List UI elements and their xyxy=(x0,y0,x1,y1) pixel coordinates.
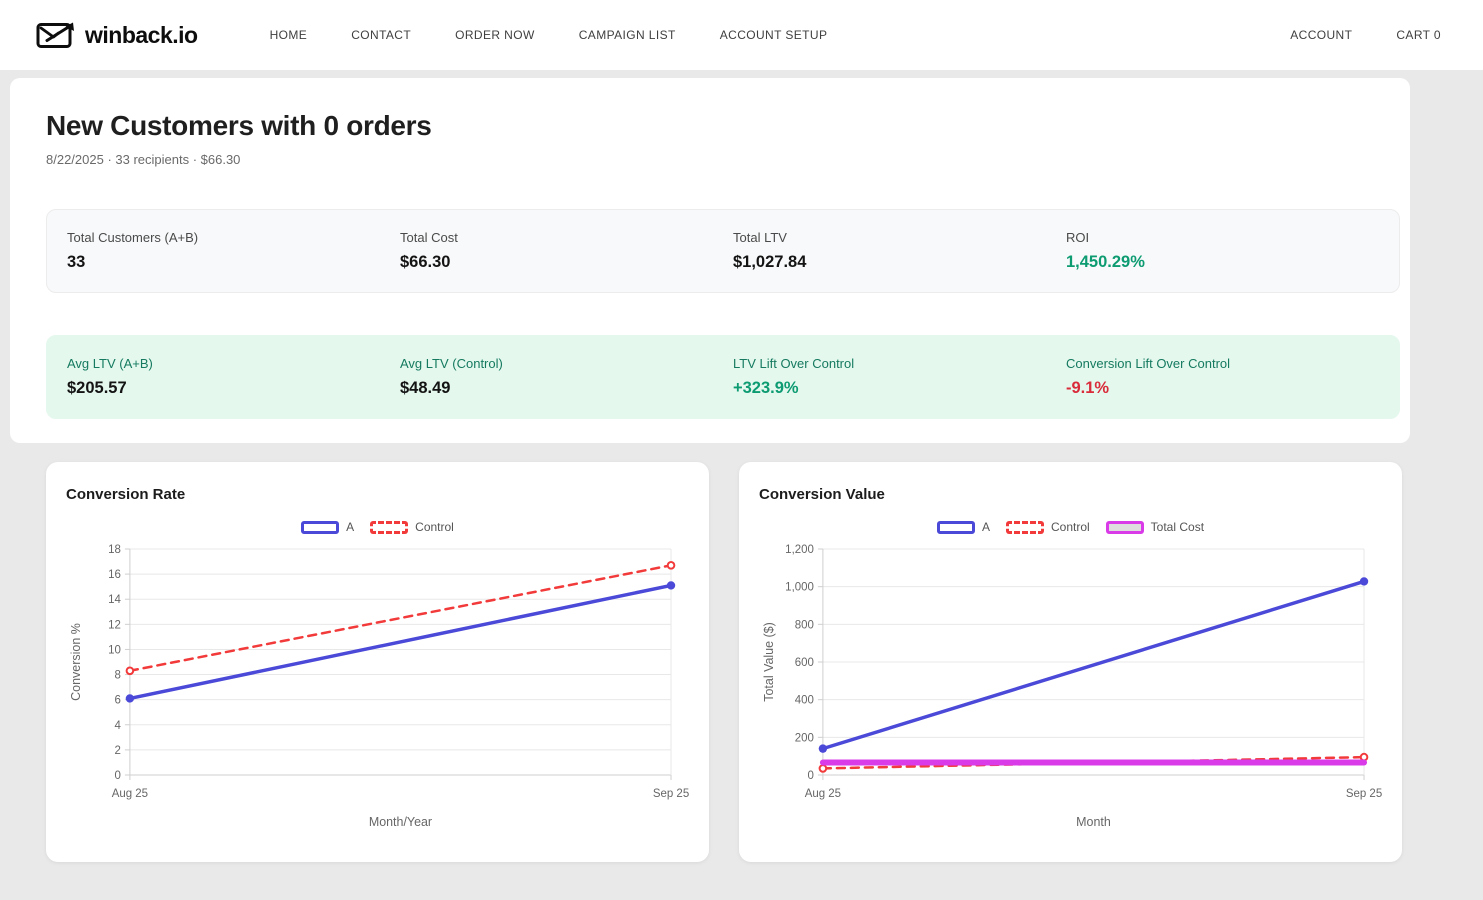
nav-item-home[interactable]: HOME xyxy=(269,28,308,42)
svg-text:0: 0 xyxy=(808,770,814,782)
chart-title: Conversion Rate xyxy=(66,486,186,503)
stat-total-cost: Total Cost $66.30 xyxy=(400,230,733,272)
svg-text:8: 8 xyxy=(115,670,121,682)
legend-label: Control xyxy=(415,520,454,534)
stat-avg-ltv-control: Avg LTV (Control) $48.49 xyxy=(400,356,733,398)
legend-item-a[interactable]: A xyxy=(301,520,354,534)
page-subtitle: 8/22/2025 · 33 recipients · $66.30 xyxy=(46,152,241,167)
stat-label: Avg LTV (A+B) xyxy=(67,356,153,371)
svg-text:18: 18 xyxy=(108,544,121,556)
legend-item-a[interactable]: A xyxy=(936,520,990,534)
brand-logo[interactable]: winback.io xyxy=(36,20,198,50)
stat-label: Total LTV xyxy=(733,230,787,245)
stat-label: Avg LTV (Control) xyxy=(400,356,503,371)
conversion-value-chart-card: Conversion Value A Control Total Cost 0 200… xyxy=(739,462,1402,862)
stat-label: Total Cost xyxy=(400,230,458,245)
main-panel: New Customers with 0 orders 8/22/2025 · … xyxy=(10,78,1410,443)
stat-value: 33 xyxy=(67,253,86,271)
stat-value: -9.1% xyxy=(1066,379,1110,397)
svg-text:400: 400 xyxy=(795,695,814,707)
svg-text:12: 12 xyxy=(108,619,121,631)
page-title: New Customers with 0 orders xyxy=(46,110,432,141)
stat-value: $1,027.84 xyxy=(733,253,807,271)
svg-text:Aug 25: Aug 25 xyxy=(112,788,148,800)
svg-text:Aug 25: Aug 25 xyxy=(805,788,841,800)
svg-text:14: 14 xyxy=(108,594,121,606)
svg-text:Month/Year: Month/Year xyxy=(369,815,432,829)
stat-conversion-lift: Conversion Lift Over Control -9.1% xyxy=(1066,356,1399,398)
svg-text:600: 600 xyxy=(795,657,814,669)
stat-roi: ROI 1,450.29% xyxy=(1066,230,1399,272)
legend-label: A xyxy=(981,520,990,534)
stat-label: LTV Lift Over Control xyxy=(733,356,855,371)
legend-swatch xyxy=(1105,520,1144,534)
conversion-rate-line-chart: 0 2 4 6 8 10 12 14 16 18 Aug 25 Sep 25 Month/Year Con… xyxy=(69,544,689,829)
legend-swatch xyxy=(1005,520,1044,534)
brand-text: winback.io xyxy=(85,21,198,48)
chart-title: Conversion Value xyxy=(759,486,885,503)
svg-text:6: 6 xyxy=(115,695,121,707)
nav-item-contact[interactable]: CONTACT xyxy=(351,28,412,42)
legend-label: A xyxy=(346,520,355,534)
svg-text:2: 2 xyxy=(115,745,121,757)
stat-value: +323.9% xyxy=(733,379,799,397)
stat-ltv-lift: LTV Lift Over Control +323.9% xyxy=(733,356,1066,398)
legend-item-total-cost[interactable]: Total Cost xyxy=(1105,520,1205,534)
svg-text:Sep 25: Sep 25 xyxy=(1346,788,1382,800)
legend-swatch xyxy=(936,520,975,534)
svg-text:4: 4 xyxy=(115,720,122,732)
stat-value: 1,450.29% xyxy=(1066,253,1145,271)
conversion-rate-chart-card: Conversion Rate A Control 0 2 4 6 8 10 12 14 16 18… xyxy=(46,462,709,862)
legend-swatch xyxy=(370,520,409,534)
svg-text:Total Value ($): Total Value ($) xyxy=(762,622,776,702)
legend-label: Control xyxy=(1050,520,1090,534)
stat-value: $48.49 xyxy=(400,379,451,397)
summary-card-totals: Total Customers (A+B) 33 Total Cost $66.… xyxy=(46,209,1400,293)
chart-legend: A Control Total Cost xyxy=(759,519,1382,535)
nav-right: ACCOUNT CART 0 xyxy=(1290,28,1441,42)
stat-value: $205.57 xyxy=(67,379,127,397)
legend-item-control[interactable]: Control xyxy=(370,520,454,534)
conversion-value-line-chart: 0 200 400 600 800 1,000 1,200 Aug 25 Sep 25 Month… xyxy=(762,544,1382,829)
svg-text:16: 16 xyxy=(108,569,121,581)
charts-row: Conversion Rate A Control 0 2 4 6 8 10 12 14 16 18… xyxy=(10,462,1410,862)
legend-swatch xyxy=(301,520,340,534)
stat-value: $66.30 xyxy=(400,253,451,271)
svg-text:10: 10 xyxy=(108,644,121,656)
stat-total-ltv: Total LTV $1,027.84 xyxy=(733,230,1066,272)
svg-text:200: 200 xyxy=(795,732,814,744)
chart-legend: A Control xyxy=(66,519,689,535)
nav-item-campaign-list[interactable]: CAMPAIGN LIST xyxy=(578,28,676,42)
nav-item-account[interactable]: ACCOUNT xyxy=(1290,28,1353,42)
stat-avg-ltv-ab: Avg LTV (A+B) $205.57 xyxy=(67,356,400,398)
svg-text:0: 0 xyxy=(115,770,121,782)
legend-label: Total Cost xyxy=(1150,520,1205,534)
svg-text:Sep 25: Sep 25 xyxy=(653,788,689,800)
svg-text:1,200: 1,200 xyxy=(785,544,814,556)
nav-item-account-setup[interactable]: ACCOUNT SETUP xyxy=(719,28,828,42)
top-navbar: winback.io HOME CONTACT ORDER NOW CAMPAI… xyxy=(0,0,1483,70)
nav-item-order-now[interactable]: ORDER NOW xyxy=(455,28,535,42)
svg-text:800: 800 xyxy=(795,619,814,631)
envelope-arrow-icon xyxy=(36,20,76,50)
svg-text:Conversion %: Conversion % xyxy=(69,623,83,701)
summary-card-lift: Avg LTV (A+B) $205.57 Avg LTV (Control) … xyxy=(46,335,1400,419)
stat-label: Conversion Lift Over Control xyxy=(1066,356,1231,371)
stat-label: Total Customers (A+B) xyxy=(67,230,199,245)
stat-label: ROI xyxy=(1066,230,1090,245)
svg-text:1,000: 1,000 xyxy=(785,582,814,594)
nav-links: HOME CONTACT ORDER NOW CAMPAIGN LIST ACC… xyxy=(270,28,828,42)
legend-item-control[interactable]: Control xyxy=(1005,520,1090,534)
nav-item-cart[interactable]: CART 0 xyxy=(1396,28,1441,42)
svg-text:Month: Month xyxy=(1076,815,1111,829)
stat-total-customers: Total Customers (A+B) 33 xyxy=(67,230,400,272)
